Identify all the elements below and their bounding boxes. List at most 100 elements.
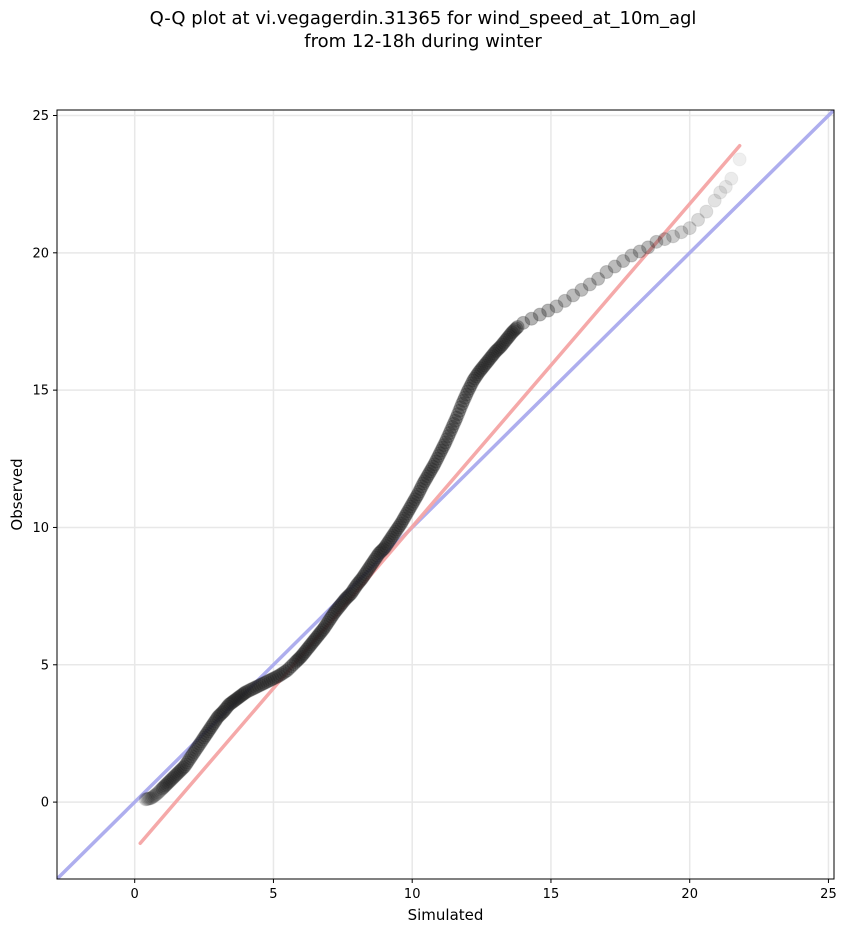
quantile-point-242 bbox=[491, 341, 506, 356]
quantile-point-181 bbox=[406, 494, 421, 509]
y-tick-label-20: 20 bbox=[32, 246, 49, 261]
quantile-point-49 bbox=[206, 716, 221, 731]
quantile-point-282 bbox=[718, 179, 733, 194]
quantile-point-112 bbox=[310, 628, 325, 643]
quantile-point-109 bbox=[306, 634, 321, 649]
quantile-point-1 bbox=[140, 792, 155, 807]
quantile-point-284 bbox=[732, 152, 747, 167]
quantile-point-72 bbox=[238, 685, 253, 700]
quantile-point-36 bbox=[188, 742, 203, 757]
quantile-point-53 bbox=[212, 708, 227, 723]
quantile-point-91 bbox=[278, 664, 293, 679]
quantile-point-208 bbox=[444, 422, 459, 437]
quantile-point-253 bbox=[506, 324, 521, 339]
quantile-point-153 bbox=[367, 552, 382, 567]
quantile-point-260 bbox=[541, 303, 556, 318]
quantile-point-275 bbox=[666, 229, 681, 244]
quantile-point-17 bbox=[162, 774, 177, 789]
quantile-point-145 bbox=[356, 569, 371, 584]
quantile-point-10 bbox=[152, 784, 167, 799]
fit-line bbox=[138, 143, 742, 846]
quantile-point-196 bbox=[427, 457, 442, 472]
quantile-point-261 bbox=[549, 299, 564, 314]
quantile-point-210 bbox=[446, 416, 461, 431]
quantile-point-22 bbox=[169, 767, 184, 782]
quantile-point-57 bbox=[217, 702, 232, 717]
quantile-point-197 bbox=[428, 454, 443, 469]
quantile-point-202 bbox=[435, 440, 450, 455]
quantile-point-47 bbox=[204, 720, 219, 735]
quantile-point-13 bbox=[156, 779, 171, 794]
quantile-point-35 bbox=[187, 744, 202, 759]
quantile-point-65 bbox=[228, 692, 243, 707]
quantile-point-108 bbox=[305, 635, 320, 650]
quantile-point-230 bbox=[474, 361, 489, 376]
quantile-point-119 bbox=[320, 615, 335, 630]
quantile-point-102 bbox=[296, 646, 311, 661]
quantile-point-243 bbox=[492, 340, 507, 355]
quantile-point-193 bbox=[423, 464, 438, 479]
quantile-point-180 bbox=[405, 497, 420, 512]
y-tick-label-0: 0 bbox=[41, 796, 49, 811]
quantile-point-14 bbox=[158, 778, 173, 793]
quantile-point-259 bbox=[532, 307, 547, 322]
quantile-point-69 bbox=[234, 688, 249, 703]
quantile-point-169 bbox=[389, 522, 404, 537]
quantile-point-213 bbox=[450, 407, 465, 422]
quantile-point-168 bbox=[388, 524, 403, 539]
quantile-point-235 bbox=[481, 353, 496, 368]
quantile-point-175 bbox=[398, 509, 413, 524]
quantile-point-190 bbox=[419, 471, 434, 486]
quantile-point-218 bbox=[457, 390, 472, 405]
quantile-point-133 bbox=[339, 590, 354, 605]
x-tick-label-15: 15 bbox=[543, 887, 560, 902]
quantile-point-186 bbox=[413, 482, 428, 497]
quantile-point-48 bbox=[205, 718, 220, 733]
quantile-point-141 bbox=[351, 576, 366, 591]
quantile-point-61 bbox=[223, 696, 238, 711]
quantile-point-233 bbox=[478, 356, 493, 371]
quantile-point-231 bbox=[475, 360, 490, 375]
quantile-point-110 bbox=[308, 632, 323, 647]
quantile-point-37 bbox=[190, 740, 205, 755]
quantile-point-241 bbox=[489, 343, 504, 358]
quantile-point-62 bbox=[224, 695, 239, 710]
quantile-point-44 bbox=[199, 726, 214, 741]
quantile-point-160 bbox=[377, 541, 392, 556]
quantile-point-255 bbox=[509, 321, 524, 336]
quantile-point-94 bbox=[284, 659, 299, 674]
quantile-point-73 bbox=[240, 684, 255, 699]
quantile-point-178 bbox=[402, 501, 417, 516]
quantile-point-117 bbox=[317, 620, 332, 635]
quantile-point-40 bbox=[194, 734, 209, 749]
quantile-point-101 bbox=[295, 647, 310, 662]
quantile-point-127 bbox=[331, 600, 346, 615]
quantile-point-138 bbox=[346, 582, 361, 597]
quantile-point-128 bbox=[333, 598, 348, 613]
quantile-point-89 bbox=[274, 667, 289, 682]
quantile-point-170 bbox=[391, 520, 406, 535]
quantile-point-20 bbox=[166, 770, 181, 785]
quantile-point-238 bbox=[485, 348, 500, 363]
quantile-point-192 bbox=[421, 466, 436, 481]
quantile-point-95 bbox=[286, 657, 301, 672]
quantile-point-24 bbox=[172, 764, 187, 779]
quantile-point-272 bbox=[641, 240, 656, 255]
quantile-point-273 bbox=[649, 234, 664, 249]
quantile-points bbox=[138, 152, 747, 807]
axis-ticks: 0 5 10 15 20 25 0 5 10 15 20 25 bbox=[32, 109, 836, 902]
quantile-point-240 bbox=[488, 344, 503, 359]
quantile-point-134 bbox=[341, 589, 356, 604]
quantile-point-249 bbox=[500, 330, 515, 345]
quantile-point-29 bbox=[179, 757, 194, 772]
quantile-point-226 bbox=[469, 369, 484, 384]
quantile-point-19 bbox=[165, 771, 180, 786]
quantile-point-23 bbox=[170, 766, 185, 781]
quantile-point-68 bbox=[233, 689, 248, 704]
quantile-point-194 bbox=[424, 462, 439, 477]
quantile-point-41 bbox=[195, 732, 210, 747]
quantile-point-251 bbox=[503, 327, 518, 342]
quantile-point-167 bbox=[387, 526, 402, 541]
quantile-point-187 bbox=[414, 479, 429, 494]
